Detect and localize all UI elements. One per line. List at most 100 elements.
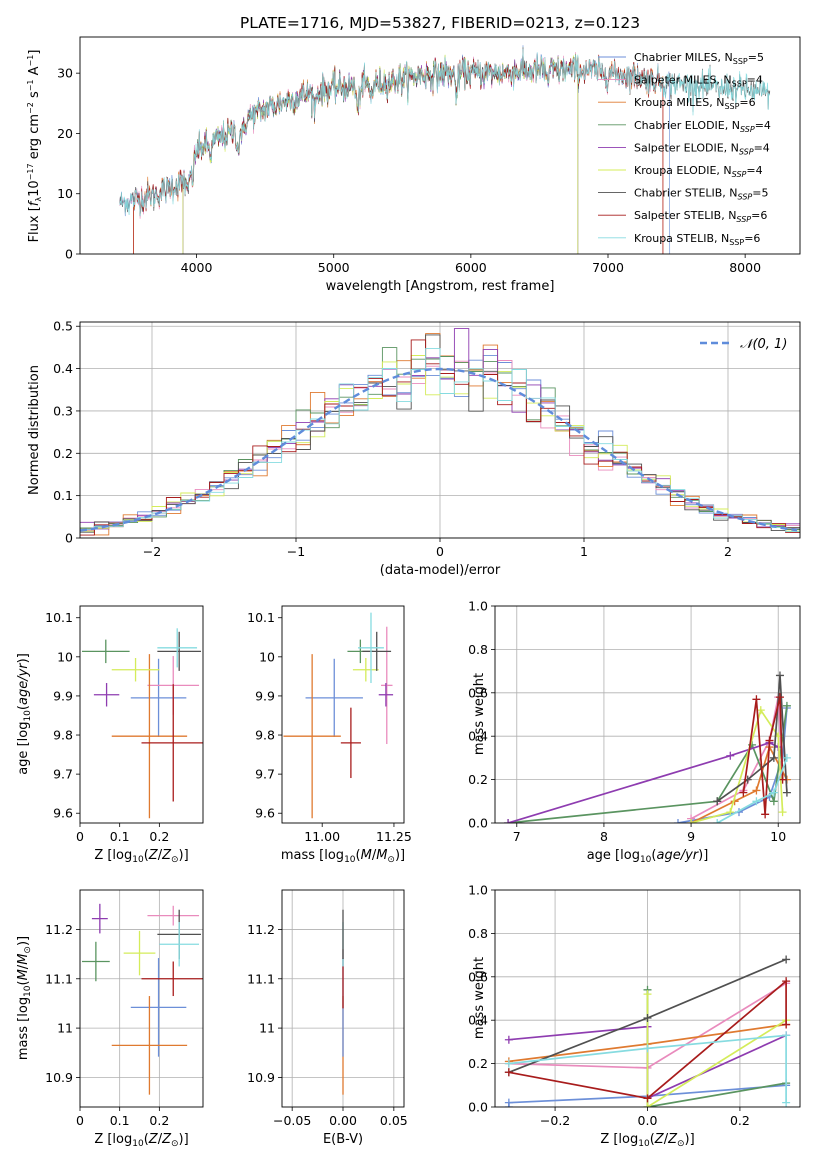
legend-label: Kroupa STELIB, NSSP=6 — [634, 232, 760, 247]
weight-marker — [756, 706, 765, 715]
weight-marker — [778, 808, 787, 817]
y-tick-label: 0.0 — [468, 1100, 488, 1115]
x-axis-label: wavelength [Angstrom, rest frame] — [326, 279, 555, 294]
y-tick-label: 10 — [259, 649, 275, 664]
x-tick-label: 0 — [436, 544, 444, 559]
spectrum-panel: 4000 5000 6000 7000 8000 0 10 20 30 wavelength [A… — [26, 36, 801, 294]
x-axis-label: (data-model)/error — [380, 563, 501, 578]
x-axis-label: mass [log10(M/M⊙)] — [281, 848, 405, 865]
axes-frame — [281, 605, 405, 824]
age_vs_Z-plot-area — [81, 628, 203, 819]
y-tick-label: 11.2 — [45, 922, 73, 937]
mass_vs_EBV-panel: −0.05 0.00 0.05 10.9 11 11.1 11.2 E(B-V) — [247, 889, 408, 1147]
weight-marker — [775, 693, 784, 702]
x-tick-label: −0.2 — [540, 1113, 570, 1128]
x-axis-label: Z [log10(Z/Z⊙)] — [94, 848, 188, 865]
age_vs_mass-plot-area — [283, 612, 394, 819]
y-tick-label: 0 — [65, 247, 73, 262]
weight-marker — [782, 1031, 791, 1040]
x-tick-label: 9 — [687, 829, 695, 844]
weight-marker — [778, 775, 787, 784]
weights_vs_Z-panel: −0.2 0.0 0.2 0.0 0.2 0.4 0.6 0.8 1.0 Z [log10(Z/Z… — [468, 883, 801, 1149]
y-tick-label: 11.1 — [247, 971, 275, 986]
weight-marker — [752, 797, 761, 806]
y-tick-label: 0.8 — [468, 926, 488, 941]
x-axis-label: Z [log10(Z/Z⊙)] — [94, 1132, 188, 1149]
weight-marker — [643, 1094, 652, 1103]
weight-marker — [769, 797, 778, 806]
y-tick-label: 11 — [259, 1021, 275, 1036]
weights_vs_age-plot-area — [495, 606, 800, 823]
mass_vs_EBV-plot-area — [282, 890, 404, 1107]
x-tick-label: 0.2 — [730, 1113, 750, 1128]
legend-label: Kroupa MILES, NSSP=6 — [634, 96, 756, 111]
weight-marker — [752, 695, 761, 704]
x-tick-label: 10 — [770, 829, 786, 844]
y-axis-label: age [log10(age/yr)] — [16, 653, 33, 775]
axes-frame — [281, 889, 405, 1108]
x-tick-label: −1 — [287, 544, 305, 559]
y-tick-label: 0.6 — [468, 969, 488, 984]
age_vs_Z-panel: 0 0.1 0.2 9.6 9.7 9.8 9.9 10 10.1 Z [log10(Z/Z⊙)]… — [16, 605, 204, 865]
weight-line — [690, 708, 784, 823]
weight-marker — [726, 751, 735, 760]
x-tick-label: 2 — [724, 544, 732, 559]
x-tick-label: 11.00 — [304, 829, 340, 844]
y-tick-label: 9.9 — [53, 688, 73, 703]
y-tick-label: 1.0 — [468, 883, 488, 898]
x-axis-label: E(B-V) — [323, 1132, 363, 1147]
y-tick-label: 0.3 — [53, 403, 73, 418]
x-tick-label: −2 — [143, 544, 161, 559]
x-tick-label: 0.0 — [638, 1113, 658, 1128]
weight-marker — [504, 1035, 513, 1044]
weight-marker — [782, 788, 791, 797]
y-tick-label: 0.5 — [53, 319, 73, 334]
x-tick-label: 0.2 — [149, 1113, 169, 1128]
legend-label: Chabrier MILES, NSSP=5 — [634, 51, 764, 66]
weight-marker — [782, 701, 791, 710]
weight-marker — [643, 1014, 652, 1023]
x-tick-label: 6000 — [455, 260, 487, 275]
weight-marker — [752, 786, 761, 795]
weight-marker — [504, 1098, 513, 1107]
figure-title: PLATE=1716, MJD=53827, FIBERID=0213, z=0… — [240, 14, 640, 32]
y-tick-label: 9.6 — [53, 806, 73, 821]
weight-marker — [674, 819, 682, 823]
x-tick-label: 7 — [513, 829, 521, 844]
weight-marker — [643, 1103, 652, 1107]
x-tick-label: 0.1 — [110, 829, 130, 844]
weight-marker — [761, 810, 770, 819]
y-tick-label: 9.7 — [53, 767, 73, 782]
axes-frame — [79, 36, 801, 255]
x-tick-label: 0.00 — [329, 1113, 357, 1128]
weight-marker — [643, 990, 652, 999]
y-tick-label: 11.2 — [247, 922, 275, 937]
x-tick-label: 0 — [76, 1113, 84, 1128]
axes-frame — [494, 605, 801, 824]
y-tick-label: 9.8 — [255, 728, 275, 743]
weight-marker — [782, 977, 791, 986]
x-axis-label: Z [log10(Z/Z⊙)] — [600, 1132, 694, 1149]
y-tick-label: 0.2 — [468, 1056, 488, 1071]
y-tick-label: 10.1 — [247, 610, 275, 625]
axes-frame — [79, 321, 801, 539]
weight-marker — [739, 788, 748, 797]
weights_vs_Z-plot-area — [495, 890, 800, 1107]
gaussian-curve — [80, 367, 798, 532]
y-tick-label: 0.2 — [53, 446, 73, 461]
axes-frame — [79, 889, 204, 1108]
residuals-panel: −2 −1 0 1 2 0 0.1 0.2 0.3 0.4 0.5 (data-model)/erro… — [27, 319, 801, 578]
mass_vs_Z-panel: 0 0.1 0.2 10.9 11 11.1 11.2 Z [log10(Z/Z⊙)] mass… — [16, 889, 204, 1149]
y-axis-label: mass [log10(M/M⊙)] — [16, 936, 33, 1060]
x-tick-label: 8000 — [729, 260, 761, 275]
weights_vs_age-panel: 7 8 9 10 0.0 0.2 0.4 0.6 0.8 1.0 age [log10(age/yr… — [468, 599, 801, 865]
weight-marker — [713, 819, 722, 823]
y-tick-label: 0.4 — [468, 1013, 488, 1028]
axes-frame — [494, 889, 801, 1108]
x-tick-label: 11.25 — [376, 829, 412, 844]
spectrum-line — [119, 48, 771, 216]
x-tick-label: 0.2 — [149, 829, 169, 844]
weight-marker — [782, 1098, 791, 1107]
y-axis-label: mass weight — [472, 673, 487, 755]
weight-marker — [782, 955, 791, 964]
